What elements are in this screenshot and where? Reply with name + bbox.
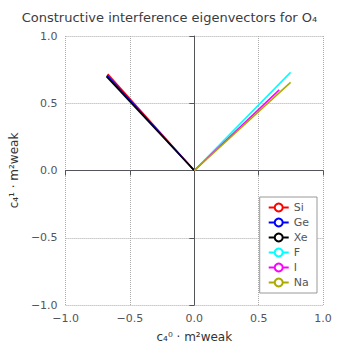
svg-text:c₄⁰ · m²weak: c₄⁰ · m²weak [156,330,232,344]
svg-text:F: F [294,246,300,259]
svg-text:1.0: 1.0 [314,312,332,325]
svg-text:Ge: Ge [294,216,310,229]
svg-text:−0.5: −0.5 [31,231,58,244]
svg-text:−0.5: −0.5 [117,312,144,325]
svg-text:−1.0: −1.0 [31,299,58,312]
svg-text:0.0: 0.0 [186,312,204,325]
svg-text:0.5: 0.5 [40,97,58,110]
svg-text:Xe: Xe [294,231,308,244]
svg-text:−1.0: −1.0 [52,312,79,325]
svg-text:1.0: 1.0 [40,30,58,43]
svg-text:0.0: 0.0 [40,164,58,177]
svg-text:I: I [294,261,297,274]
svg-text:Si: Si [294,201,304,214]
svg-text:c₄¹ · m²weak: c₄¹ · m²weak [7,133,21,209]
svg-text:0.5: 0.5 [250,312,268,325]
svg-text:Na: Na [294,276,309,289]
svg-text:Constructive interference eige: Constructive interference eigenvectors f… [22,10,318,25]
